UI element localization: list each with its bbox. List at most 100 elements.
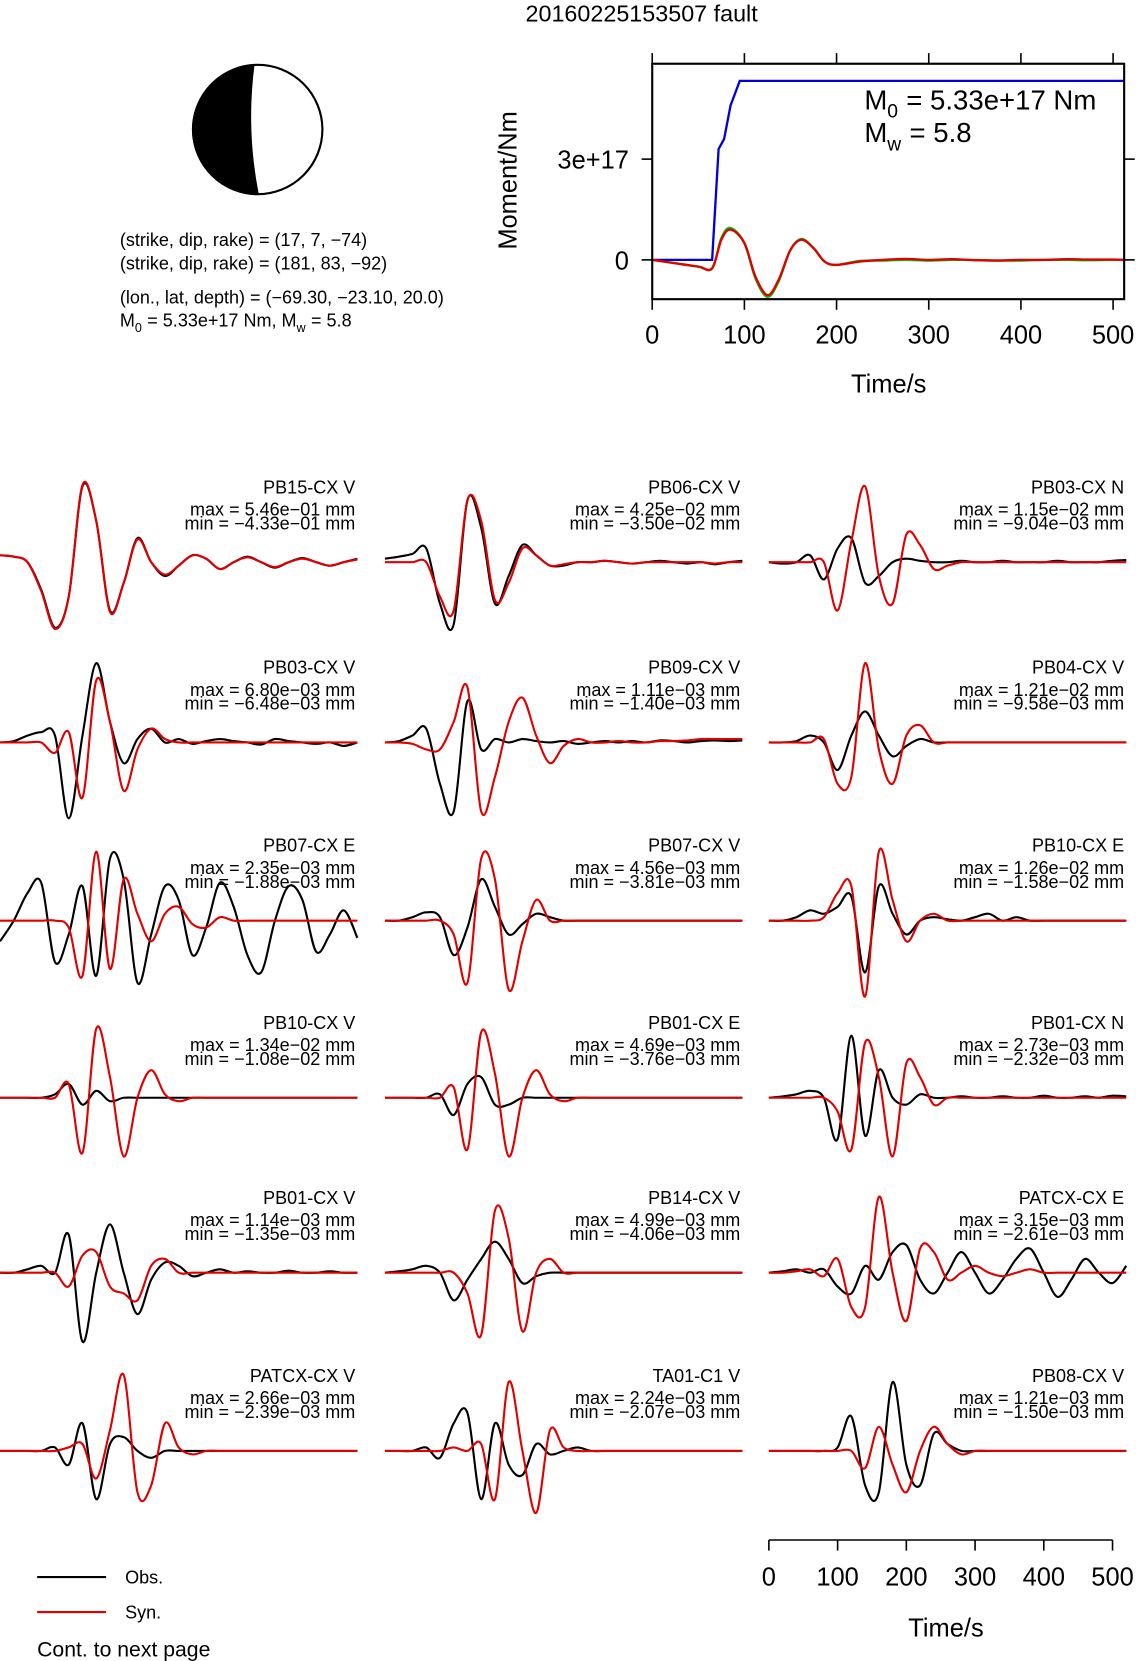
trace-min: min = −1.40e−03 mm <box>569 694 740 714</box>
trace-max: max = 2.35e−03 mm <box>190 858 355 878</box>
y-tick-label: 3e+17 <box>557 147 628 175</box>
text-part: M <box>864 84 887 115</box>
synthetic-trace <box>0 1248 358 1303</box>
x-tick-label: 100 <box>723 322 765 350</box>
trace-max: max = 1.21e−03 mm <box>959 1388 1124 1408</box>
trace-name: PB01-CX V <box>263 1188 355 1208</box>
trace-name: PB06-CX V <box>648 477 740 497</box>
synthetic-trace <box>384 683 743 816</box>
trace-name: PB10-CX E <box>1032 836 1124 856</box>
trace-name: PATCX-CX E <box>1019 1188 1124 1208</box>
synthetic-trace <box>384 1028 743 1158</box>
trace-name: PB07-CX E <box>263 836 355 856</box>
synthetic-trace <box>768 1195 1127 1323</box>
trace-max: max = 6.80e−03 mm <box>190 680 355 700</box>
trace-name: PB07-CX V <box>648 836 740 856</box>
trace-max: max = 4.69e−03 mm <box>575 1035 740 1055</box>
synthetic-trace <box>768 1038 1127 1158</box>
trace-name: PATCX-CX V <box>250 1366 355 1386</box>
info-line: (strike, dip, rake) = (181, 83, −92) <box>120 253 387 273</box>
trace-min: min = −6.48e−03 mm <box>185 694 356 714</box>
trace-max: max = 3.15e−03 mm <box>959 1210 1124 1230</box>
trace-max: max = 2.66e−03 mm <box>190 1388 355 1408</box>
x-tick-label: 300 <box>954 1564 996 1592</box>
y-tick-label: 0 <box>615 247 629 275</box>
annotation: Mw = 5.8 <box>864 117 971 155</box>
text-part: = 5.33e+17 Nm, M <box>147 311 296 331</box>
info-line: M0 = 5.33e+17 Nm, Mw = 5.8 <box>120 311 352 335</box>
trace-min: min = −1.58e−02 mm <box>953 872 1124 892</box>
subscript: w <box>886 134 901 155</box>
x-tick-label: 100 <box>816 1564 858 1592</box>
annotation: M0 = 5.33e+17 Nm <box>864 84 1096 122</box>
synthetic-trace <box>0 1372 358 1503</box>
trace-name: PB01-CX E <box>648 1013 740 1033</box>
trace-min: min = −1.50e−03 mm <box>953 1402 1124 1422</box>
observed-trace <box>0 851 359 986</box>
observed-trace <box>384 1240 743 1302</box>
trace-max: max = 1.26e−02 mm <box>959 858 1124 878</box>
trace-max: max = 1.34e−02 mm <box>190 1035 355 1055</box>
text-part: M <box>120 311 135 331</box>
trace-max: max = 4.25e−02 mm <box>575 500 740 520</box>
text-part: = 5.33e+17 Nm <box>906 84 1096 115</box>
observed-trace <box>384 698 743 816</box>
x-tick-label: 400 <box>1000 322 1042 350</box>
trace-name: PB01-CX N <box>1031 1013 1124 1033</box>
trace-min: min = −4.06e−03 mm <box>569 1224 740 1244</box>
trace-min: min = −1.88e−03 mm <box>185 872 356 892</box>
text-part: = 5.8 <box>910 117 972 148</box>
info-line: (strike, dip, rake) = (17, 7, −74) <box>120 230 367 250</box>
subscript: w <box>295 321 306 335</box>
trace-name: PB04-CX V <box>1032 658 1124 678</box>
subscript: 0 <box>135 321 142 335</box>
trace-min: min = −2.61e−03 mm <box>953 1224 1124 1244</box>
trace-name: PB10-CX V <box>263 1013 355 1033</box>
trace-max: max = 2.24e−03 mm <box>575 1388 740 1408</box>
plot-frame <box>651 62 1126 301</box>
observed-trace <box>768 710 1127 772</box>
x-tick-label: 200 <box>815 322 857 350</box>
synthetic-trace <box>0 480 358 631</box>
x-axis-label: Time/s <box>851 371 926 399</box>
trace-name: TA01-C1 V <box>652 1366 740 1386</box>
trace-max: max = 5.46e−01 mm <box>190 500 355 520</box>
trace-name: PB14-CX V <box>648 1188 740 1208</box>
synthetic-trace <box>384 493 743 618</box>
trace-max: max = 1.14e−03 mm <box>190 1210 355 1230</box>
x-axis-label: Time/s <box>908 1614 983 1642</box>
legend-label: Syn. <box>125 1602 161 1622</box>
trace-min: min = −3.76e−03 mm <box>569 1049 740 1069</box>
trace-name: PB09-CX V <box>648 658 740 678</box>
text-part: = 5.8 <box>311 311 352 331</box>
trace-max: max = 2.73e−03 mm <box>959 1035 1124 1055</box>
trace-min: min = −2.07e−03 mm <box>569 1402 740 1422</box>
trace-max: max = 4.56e−03 mm <box>575 858 740 878</box>
trace-min: min = −3.81e−03 mm <box>569 872 740 892</box>
synthetic-trace <box>0 676 358 800</box>
beachball <box>191 63 324 196</box>
x-tick-label: 0 <box>645 322 659 350</box>
x-tick-label: 300 <box>908 322 950 350</box>
x-tick-label: 200 <box>885 1564 927 1592</box>
trace-min: min = −3.50e−02 mm <box>569 513 740 533</box>
moment-curve <box>652 228 1125 297</box>
trace-name: PB08-CX V <box>1032 1366 1124 1386</box>
synthetic-trace <box>384 850 743 993</box>
observed-trace <box>0 1422 358 1501</box>
synthetic-trace <box>0 850 358 979</box>
beachball-compression <box>191 64 259 195</box>
synthetic-trace <box>768 847 1127 998</box>
synthetic-trace <box>0 1025 358 1158</box>
synthetic-trace <box>768 662 1127 792</box>
observed-trace <box>384 1074 743 1117</box>
synthetic-trace <box>384 1380 743 1515</box>
y-axis-label: Moment/Nm <box>494 111 522 250</box>
trace-min: min = −1.08e−02 mm <box>185 1049 356 1069</box>
trace-max: max = 1.21e−02 mm <box>959 680 1124 700</box>
trace-name: PB03-CX V <box>263 658 355 678</box>
trace-min: min = −1.35e−03 mm <box>185 1224 356 1244</box>
subscript: 0 <box>887 102 898 123</box>
